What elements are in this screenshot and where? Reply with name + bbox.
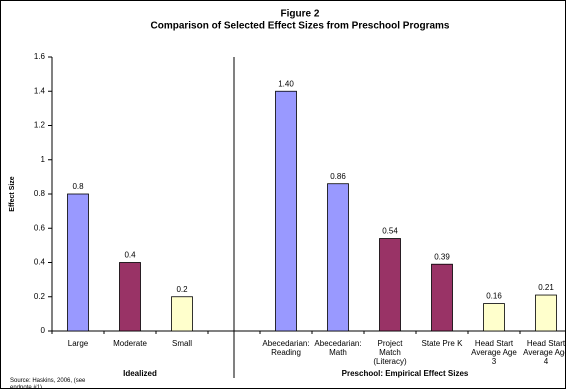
value-label: 0.8 xyxy=(72,182,84,191)
bar xyxy=(171,296,193,332)
y-tick-label: 0.6 xyxy=(34,223,46,232)
bar xyxy=(119,262,141,332)
y-tick-label: 1 xyxy=(41,155,46,164)
value-label: 0.39 xyxy=(434,252,450,261)
value-label: 1.40 xyxy=(278,79,294,88)
value-label: 0.2 xyxy=(176,285,188,294)
y-tick-label: 0.2 xyxy=(34,292,46,301)
x-tick-label: Abecedarian: Math xyxy=(314,339,361,357)
group-label: Preschool: Empirical Effect Sizes xyxy=(342,369,469,378)
value-label: 0.21 xyxy=(538,283,554,292)
bar xyxy=(67,193,89,332)
x-tick-label: State Pre K xyxy=(422,339,464,348)
x-tick-label: Large xyxy=(68,339,89,348)
x-tick-label: Small xyxy=(172,339,192,348)
y-tick-label: 1.4 xyxy=(34,86,46,95)
y-tick-label: 0.4 xyxy=(34,258,46,267)
x-tick-label: Moderate xyxy=(113,339,147,348)
x-tick-label: Head Start Average Age 4 xyxy=(523,339,566,366)
y-tick-label: 0.8 xyxy=(34,189,46,198)
chart-title: Figure 2 xyxy=(281,9,320,20)
y-tick-label: 1.6 xyxy=(34,52,46,61)
source-note: Source: Haskins, 2006, (see endnote #1) xyxy=(10,378,86,389)
chart-subtitle: Comparison of Selected Effect Sizes from… xyxy=(151,21,450,32)
x-tick-label: Abecedarian: Reading xyxy=(262,339,309,357)
bar xyxy=(275,90,297,332)
y-tick-label: 0 xyxy=(41,326,46,335)
value-label: 0.86 xyxy=(330,172,346,181)
bar xyxy=(535,294,557,332)
bar xyxy=(379,238,401,332)
bar xyxy=(483,303,505,332)
group-label: Idealized xyxy=(123,369,157,378)
y-axis-label: Effect Size xyxy=(9,176,16,212)
value-label: 0.4 xyxy=(124,251,136,260)
x-tick-label: Head Start Average Age 3 xyxy=(471,339,517,366)
y-tick-label: 1.2 xyxy=(34,121,46,130)
x-tick-label: Project Match (Literacy) xyxy=(373,339,407,366)
bar xyxy=(431,263,453,332)
value-label: 0.16 xyxy=(486,292,502,301)
value-label: 0.54 xyxy=(382,227,398,236)
bar xyxy=(327,183,349,332)
